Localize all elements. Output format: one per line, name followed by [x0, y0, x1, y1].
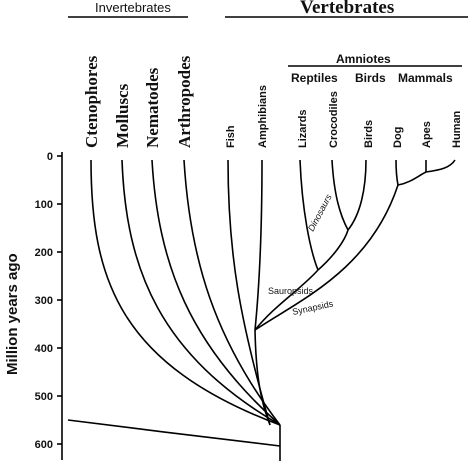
branch-birds: [347, 159, 367, 231]
y-tick-200: 200: [35, 247, 53, 259]
branch-ctenophores: [90, 159, 281, 426]
y-tick-600: 600: [35, 439, 53, 451]
clade-synapsids: Synapsids: [291, 298, 334, 317]
branch-fish: [227, 159, 271, 426]
branch-molluscs: [121, 159, 281, 426]
taxon-arthropodes: Arthropodes: [175, 55, 194, 148]
y-tick-0: 0: [47, 151, 53, 163]
branch-amphibians: [254, 159, 263, 331]
taxon-birds: Birds: [363, 120, 375, 148]
taxon-apes: Apes: [421, 121, 433, 148]
taxon-molluscs: Molluscs: [113, 83, 132, 148]
branch-tetrapod-stem: [254, 329, 271, 426]
branch-lizards: [299, 159, 319, 271]
invertebrates-header: Invertebrates: [95, 0, 171, 15]
branch-sauropsids: [254, 269, 319, 331]
branch-nematodes: [151, 159, 281, 426]
branch-dog: [395, 159, 399, 186]
reptiles-label: Reptiles: [291, 71, 338, 85]
branch-synapsids: [254, 184, 399, 331]
taxon-dog: Dog: [392, 127, 404, 148]
taxon-nematodes: Nematodes: [143, 67, 162, 148]
y-tick-100: 100: [35, 199, 53, 211]
taxon-ctenophores: Ctenophores: [82, 55, 101, 148]
branch-root-outgroup: [67, 419, 281, 447]
taxon-amphibians: Amphibians: [257, 85, 269, 148]
y-tick-400: 400: [35, 343, 53, 355]
mammals-label: Mammals: [398, 71, 453, 85]
y-tick-500: 500: [35, 391, 53, 403]
taxon-crocodiles: Crocodiles: [328, 91, 340, 148]
branch-archosaur-stem: [317, 229, 349, 271]
taxon-fish: Fish: [225, 125, 237, 148]
y-tick-300: 300: [35, 295, 53, 307]
taxon-lizards: Lizards: [297, 109, 309, 148]
clade-sauropsids: Sauropsids: [268, 286, 314, 296]
birds-group-label: Birds: [355, 71, 386, 85]
branch-crocodiles: [331, 159, 349, 231]
branch-arthropodes: [183, 159, 281, 426]
taxon-human: Human: [451, 110, 463, 148]
branch-primate-stem: [397, 171, 427, 186]
branch-human: [425, 159, 456, 173]
y-axis-label: Million years ago: [4, 253, 21, 375]
amniotes-label: Amniotes: [336, 52, 391, 66]
clade-dinosaurs: Dinosaurs: [306, 192, 334, 233]
vertebrates-header: Vertebrates: [300, 0, 394, 18]
